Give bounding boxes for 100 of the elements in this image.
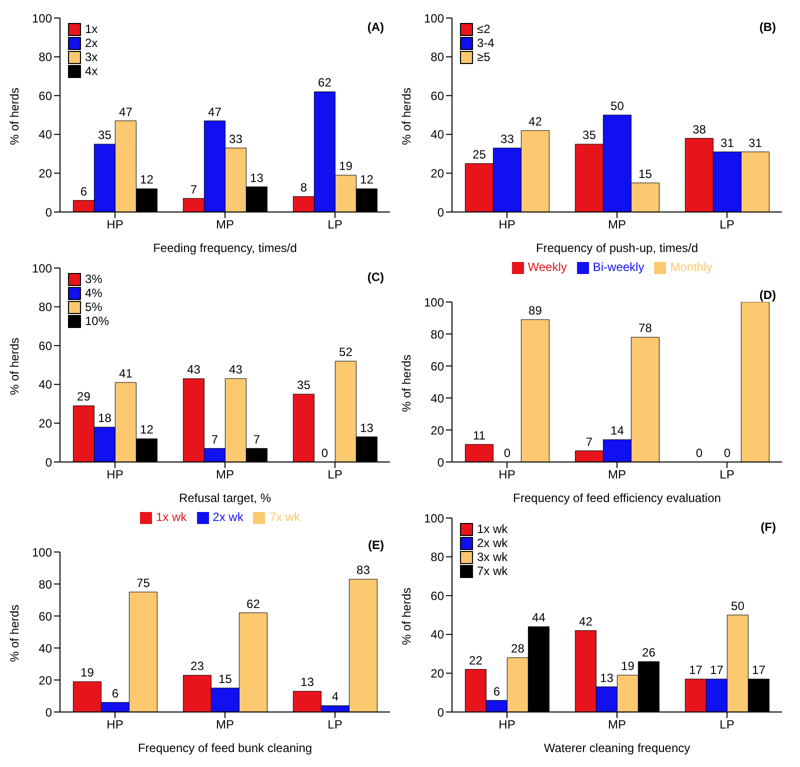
y-axis-title: % of herds — [7, 604, 22, 662]
x-tick-label: HP — [106, 218, 124, 232]
chart-title: (D) — [759, 288, 776, 302]
data-label: 33 — [500, 132, 514, 146]
data-label: 6 — [493, 684, 500, 698]
data-label: 13 — [600, 670, 614, 685]
data-label: 6 — [112, 686, 119, 700]
data-label: 13 — [300, 675, 314, 690]
data-label: 47 — [208, 104, 222, 119]
y-tick-label: 40 — [430, 128, 444, 142]
legend-label: 4% — [85, 286, 102, 300]
data-label: 42 — [528, 114, 542, 129]
legend-label: 1x wk — [156, 510, 187, 524]
y-tick-label: 40 — [430, 628, 444, 642]
data-label: 7 — [586, 434, 593, 449]
y-tick-label: 20 — [38, 166, 52, 180]
x-tick-label: HP — [498, 718, 516, 732]
data-label: 33 — [229, 132, 243, 146]
y-tick-label: 60 — [430, 88, 444, 103]
y-tick-label: 20 — [430, 666, 444, 680]
data-label: 52 — [339, 345, 353, 360]
data-label: 42 — [579, 614, 593, 629]
data-label: 31 — [720, 136, 734, 150]
y-tick-label: 60 — [38, 88, 52, 103]
y-tick-label: 100 — [424, 511, 444, 526]
data-label: 50 — [731, 599, 745, 613]
data-label: 62 — [318, 76, 332, 90]
x-tick-label: MP — [216, 218, 234, 232]
x-tick-label: LP — [720, 718, 734, 732]
data-label: 28 — [511, 642, 525, 656]
y-axis-title: % of herds — [7, 88, 22, 145]
y-axis-title: % of herds — [399, 588, 414, 645]
data-label: 14 — [610, 424, 624, 438]
legend-label: 2x — [85, 36, 98, 50]
legend-label: 3x — [85, 50, 98, 64]
y-tick-label: 20 — [38, 416, 52, 430]
x-tick-label: MP — [216, 718, 234, 732]
legend-label: ≥5 — [477, 50, 490, 64]
legend-label: 1x wk — [477, 522, 508, 536]
y-axis-title: % of herds — [7, 338, 22, 395]
legend-label: 3x wk — [477, 550, 508, 564]
data-label: 6 — [80, 184, 88, 198]
x-tick-label: MP — [608, 468, 626, 482]
y-tick-label: 80 — [38, 50, 52, 64]
legend-label: 7x wk — [269, 510, 300, 524]
data-label: 15 — [218, 672, 232, 686]
data-label: 12 — [140, 422, 154, 437]
y-tick-label: 20 — [38, 673, 52, 688]
legend-label: ≤2 — [477, 22, 490, 36]
data-label: 35 — [297, 378, 311, 392]
x-tick-label: LP — [720, 218, 734, 232]
x-axis-title: Frequency of push-up, times/d — [536, 241, 698, 255]
data-label: 83 — [356, 563, 370, 578]
x-axis-title: Frequency of feed efficiency evaluation — [513, 491, 721, 505]
data-label: 19 — [339, 159, 353, 174]
legend-label: 3-4 — [477, 36, 494, 50]
data-label: 0 — [321, 446, 328, 460]
chart-title: (C) — [367, 270, 384, 284]
data-label: 7 — [211, 432, 218, 446]
y-tick-label: 80 — [38, 300, 52, 314]
data-label: 17 — [752, 663, 766, 678]
y-tick-label: 60 — [430, 359, 444, 374]
x-tick-label: LP — [328, 468, 342, 482]
data-label: 41 — [119, 366, 133, 380]
y-tick-label: 40 — [38, 128, 52, 142]
data-label: 43 — [187, 362, 201, 377]
y-tick-label: 0 — [437, 205, 444, 220]
data-label: 44 — [532, 610, 546, 625]
y-tick-label: 100 — [32, 545, 52, 560]
x-tick-label: HP — [106, 718, 124, 732]
data-label: 12 — [140, 172, 154, 187]
y-tick-label: 40 — [430, 391, 444, 406]
data-label: 18 — [98, 411, 112, 426]
x-tick-label: MP — [608, 218, 626, 232]
x-axis-title: Feeding frequency, times/d — [153, 241, 297, 255]
chart-title: (B) — [759, 20, 776, 34]
x-axis-title: Waterer cleaning frequency — [544, 741, 690, 755]
y-tick-label: 80 — [38, 577, 52, 592]
x-axis-title: Refusal target, % — [178, 491, 272, 505]
x-tick-label: HP — [498, 218, 516, 232]
data-label: 15 — [638, 166, 652, 181]
data-label: 7 — [253, 432, 260, 446]
chart-title: (A) — [367, 20, 384, 34]
y-tick-label: 100 — [32, 261, 52, 276]
legend-label: Weekly — [528, 260, 567, 274]
x-tick-label: LP — [328, 218, 342, 232]
x-axis-title: Frequency of feed bunk cleaning — [138, 741, 312, 755]
y-tick-label: 100 — [424, 295, 444, 310]
data-label: 11 — [472, 428, 486, 442]
y-tick-label: 60 — [38, 338, 52, 353]
data-label: 13 — [250, 170, 264, 185]
y-tick-label: 60 — [38, 609, 52, 624]
legend-label: 10% — [85, 314, 110, 328]
y-tick-label: 80 — [430, 550, 444, 564]
x-tick-label: LP — [328, 718, 342, 732]
x-tick-label: LP — [720, 468, 734, 482]
legend-label: 5% — [85, 300, 102, 314]
y-tick-label: 80 — [430, 327, 444, 342]
data-label: 7 — [190, 182, 198, 196]
data-label: 0 — [504, 446, 511, 460]
